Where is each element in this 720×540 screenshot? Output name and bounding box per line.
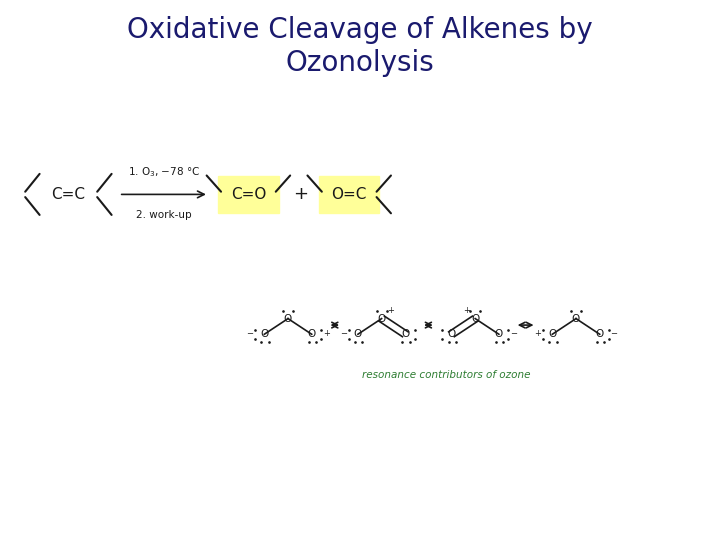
Text: O=C: O=C — [331, 187, 367, 202]
Text: O: O — [354, 329, 362, 339]
Text: O: O — [284, 314, 292, 323]
Text: O: O — [377, 314, 386, 323]
Text: O: O — [307, 329, 316, 339]
Text: +: + — [387, 306, 394, 315]
Text: O: O — [595, 329, 604, 339]
Text: +: + — [534, 329, 541, 338]
Text: +: + — [323, 329, 330, 338]
Text: O: O — [447, 329, 456, 339]
Text: 1. O$_3$, $-$78 °C: 1. O$_3$, $-$78 °C — [127, 165, 200, 179]
Text: O: O — [495, 329, 503, 339]
FancyBboxPatch shape — [319, 176, 379, 213]
Text: C=O: C=O — [230, 187, 266, 202]
Text: resonance contributors of ozone: resonance contributors of ozone — [362, 370, 531, 380]
FancyBboxPatch shape — [218, 176, 279, 213]
Text: −: − — [611, 329, 618, 338]
Text: −: − — [246, 329, 253, 338]
Text: O: O — [471, 314, 480, 323]
Text: 2. work-up: 2. work-up — [136, 210, 192, 220]
Text: −: − — [510, 329, 517, 338]
Text: O: O — [260, 329, 269, 339]
Text: −: − — [340, 329, 347, 338]
Text: +: + — [293, 185, 307, 204]
Text: C=C: C=C — [51, 187, 86, 202]
Text: Oxidative Cleavage of Alkenes by
Ozonolysis: Oxidative Cleavage of Alkenes by Ozonoly… — [127, 16, 593, 77]
Text: O: O — [401, 329, 410, 339]
Text: O: O — [572, 314, 580, 323]
Text: O: O — [548, 329, 557, 339]
Text: +: + — [463, 306, 470, 315]
